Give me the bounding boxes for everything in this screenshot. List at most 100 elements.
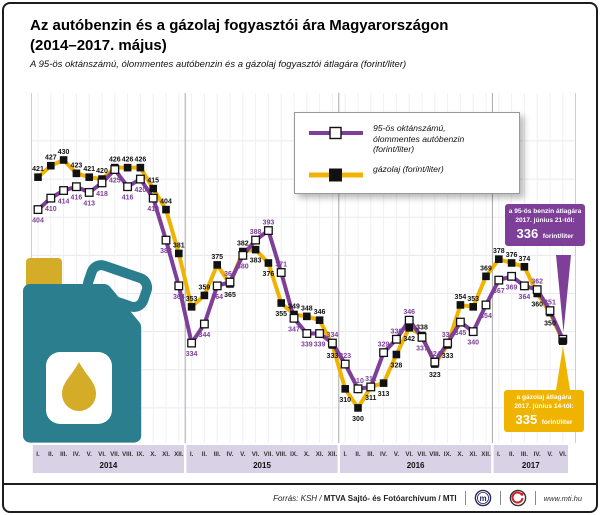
svg-text:353: 353 [186, 296, 198, 303]
svg-text:348: 348 [301, 305, 313, 312]
svg-text:359: 359 [199, 284, 211, 291]
footer-divider [499, 491, 501, 505]
svg-text:337: 337 [416, 345, 428, 352]
svg-text:333: 333 [327, 353, 339, 360]
svg-text:X.: X. [457, 451, 463, 458]
svg-text:X.: X. [150, 451, 156, 458]
svg-text:404: 404 [160, 199, 172, 206]
svg-text:354: 354 [455, 294, 467, 301]
svg-text:300: 300 [352, 416, 364, 423]
svg-text:X.: X. [304, 451, 310, 458]
svg-text:347: 347 [288, 326, 300, 333]
annotation-text: 2017. június 14-től: [514, 402, 574, 410]
svg-text:350: 350 [544, 321, 556, 328]
svg-text:311: 311 [365, 376, 376, 383]
benzin-line-sample-icon [309, 126, 363, 140]
svg-text:383: 383 [250, 258, 262, 265]
svg-text:VII.: VII. [110, 451, 120, 458]
svg-text:311: 311 [365, 395, 376, 402]
svg-text:310: 310 [339, 397, 351, 404]
chart-legend: 95-ös oktánszámú, ólommentes autóbenzin … [294, 112, 520, 195]
svg-text:339: 339 [301, 342, 313, 349]
svg-text:310: 310 [352, 378, 364, 385]
gazolaj-annotation: a gázolaj átlagára 2017. június 14-től: … [504, 390, 584, 433]
svg-text:346: 346 [314, 309, 326, 316]
svg-text:378: 378 [493, 248, 505, 255]
svg-text:345: 345 [455, 330, 467, 337]
legend-item-benzin: 95-ös oktánszámú, ólommentes autóbenzin … [307, 123, 509, 155]
svg-text:420: 420 [96, 168, 108, 175]
svg-text:IV.: IV. [73, 451, 80, 458]
footer-divider [534, 491, 536, 505]
svg-text:375: 375 [211, 254, 223, 261]
svg-text:388: 388 [250, 229, 262, 236]
svg-text:m: m [479, 494, 486, 503]
svg-text:VII.: VII. [417, 451, 427, 458]
svg-text:329: 329 [378, 342, 390, 349]
svg-text:365: 365 [224, 292, 236, 299]
svg-text:369: 369 [480, 265, 492, 272]
svg-text:313: 313 [378, 391, 390, 398]
svg-text:410: 410 [45, 206, 57, 213]
svg-text:410: 410 [147, 206, 159, 213]
svg-text:I.: I. [497, 451, 501, 458]
svg-text:VIII.: VIII. [276, 451, 287, 458]
svg-text:I.: I. [343, 451, 347, 458]
svg-text:III.: III. [521, 451, 528, 458]
gazolaj-line-sample-icon [309, 168, 363, 182]
page-subtitle: A 95-ös oktánszámú, ólommentes autóbenzi… [30, 59, 407, 70]
svg-text:342: 342 [403, 336, 415, 343]
svg-text:2017: 2017 [522, 461, 540, 470]
svg-text:2015: 2015 [253, 461, 271, 470]
svg-text:323: 323 [339, 353, 351, 360]
svg-text:414: 414 [58, 199, 70, 206]
svg-text:426: 426 [109, 157, 121, 164]
svg-text:XI.: XI. [316, 451, 324, 458]
svg-text:371: 371 [275, 262, 287, 269]
annotation-value: 336 [516, 226, 539, 242]
fuel-can-icon [23, 258, 153, 443]
svg-text:334: 334 [327, 332, 339, 339]
svg-text:II.: II. [48, 451, 53, 458]
svg-text:364: 364 [519, 294, 531, 301]
mti-logo-icon [509, 489, 526, 507]
svg-text:393: 393 [263, 220, 275, 227]
svg-text:VI.: VI. [98, 451, 106, 458]
svg-text:V.: V. [240, 451, 246, 458]
svg-text:IV.: IV. [380, 451, 387, 458]
svg-text:IX.: IX. [290, 451, 298, 458]
svg-text:421: 421 [32, 166, 44, 173]
svg-text:XII.: XII. [328, 451, 338, 458]
svg-text:346: 346 [403, 309, 415, 316]
svg-text:XII.: XII. [174, 451, 184, 458]
svg-text:339: 339 [314, 342, 326, 349]
svg-text:416: 416 [71, 195, 83, 202]
svg-text:III.: III. [214, 451, 221, 458]
svg-text:420: 420 [135, 187, 147, 194]
svg-text:I.: I. [190, 451, 194, 458]
svg-text:323: 323 [429, 372, 441, 379]
svg-text:II.: II. [202, 451, 207, 458]
svg-text:418: 418 [96, 191, 108, 198]
svg-text:426: 426 [122, 157, 134, 164]
svg-text:344: 344 [199, 332, 211, 339]
svg-text:426: 426 [135, 157, 147, 164]
source-credit: Forrás: KSH / MTVA Sajtó- és Fotóarchívu… [273, 493, 457, 503]
svg-text:366: 366 [224, 271, 236, 278]
svg-text:II.: II. [509, 451, 514, 458]
annotation-text: a 95-ös benzin átlagára [508, 208, 582, 215]
svg-text:III.: III. [367, 451, 374, 458]
svg-text:364: 364 [173, 294, 185, 301]
benzin-annotation: a 95-ös benzin átlagára 2017. június 21-… [505, 204, 585, 247]
svg-text:353: 353 [467, 296, 479, 303]
svg-text:VIII.: VIII. [122, 451, 133, 458]
annotation-unit: forint/liter [541, 419, 573, 427]
svg-text:355: 355 [275, 311, 287, 318]
svg-text:IX.: IX. [137, 451, 145, 458]
svg-text:376: 376 [263, 271, 275, 278]
svg-text:V.: V. [87, 451, 93, 458]
svg-text:362: 362 [531, 279, 543, 286]
svg-text:IX.: IX. [444, 451, 452, 458]
svg-text:VI.: VI. [252, 451, 260, 458]
svg-text:338: 338 [416, 324, 428, 331]
